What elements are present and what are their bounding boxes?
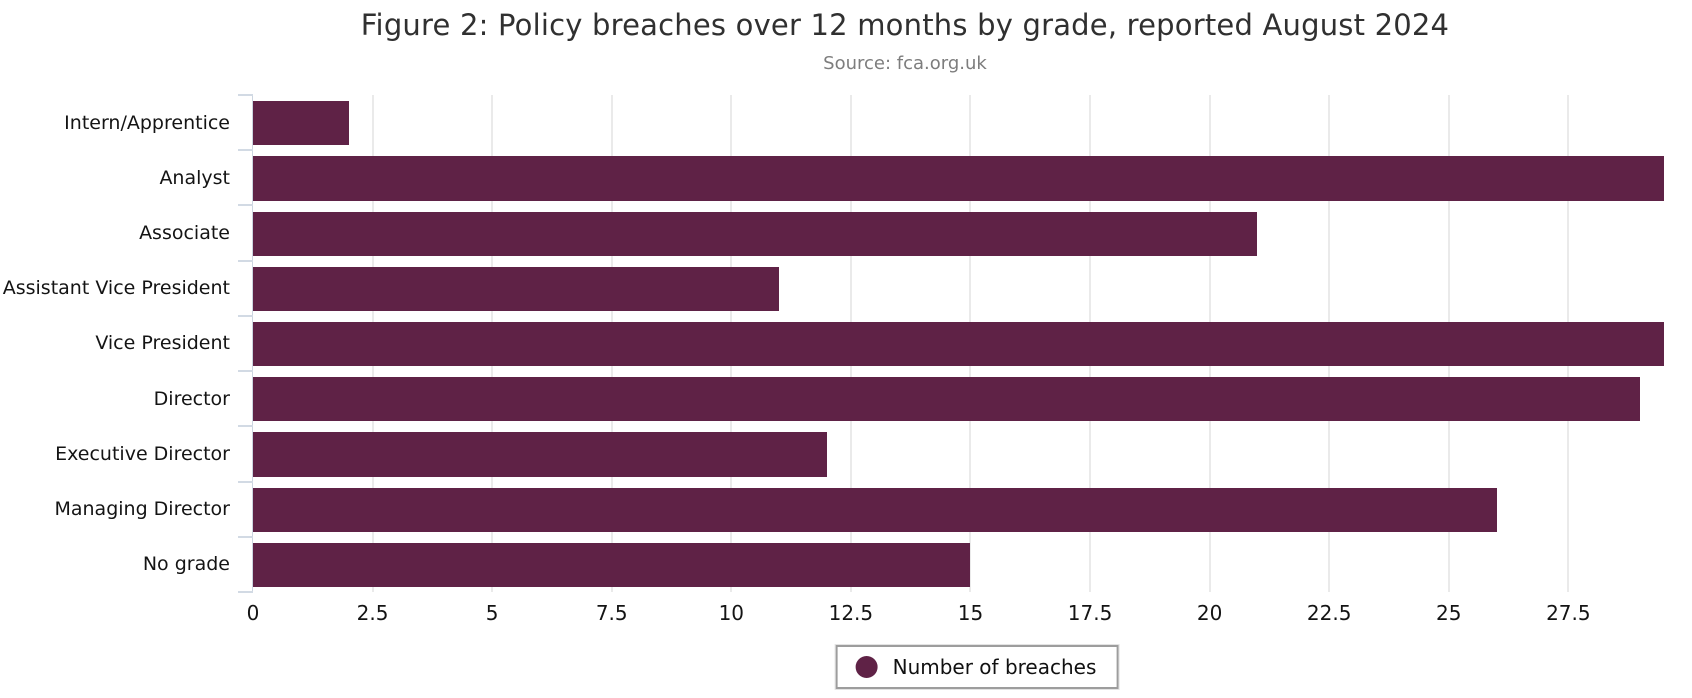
- y-axis-labels: Intern/Apprentice Analyst Associate Assista…: [0, 95, 230, 592]
- x-tick-label: 20: [1196, 601, 1223, 625]
- y-axis-tick: [238, 314, 253, 317]
- x-tick-label: 5: [485, 601, 499, 625]
- y-tick-label: Director: [153, 387, 230, 410]
- x-tick-label: 22.5: [1306, 601, 1352, 625]
- bar: [253, 322, 1664, 367]
- y-tick-label: No grade: [142, 553, 230, 576]
- bar: [253, 432, 827, 477]
- legend-label: Number of breaches: [892, 655, 1097, 679]
- y-tick-label: Managing Director: [54, 498, 230, 521]
- bar: [253, 101, 349, 146]
- y-axis-tick: [238, 591, 253, 593]
- plot-area: [253, 95, 1664, 592]
- bar: [253, 211, 1258, 256]
- y-tick-label: Assistant Vice President: [2, 277, 230, 300]
- bar: [253, 266, 780, 311]
- y-axis-tick: [238, 370, 253, 373]
- bar: [253, 487, 1497, 532]
- y-axis: [238, 94, 253, 593]
- bar: [253, 542, 971, 588]
- x-tick-label: 7.5: [595, 601, 628, 625]
- y-axis-tick: [238, 94, 253, 96]
- y-tick-label: Vice President: [95, 332, 230, 355]
- x-axis-tick-labels: 0 2.5 5 7.5 10 12.5 15 17.5 20 22.5 25 27.5: [247, 601, 1664, 631]
- x-tick-label: 2.5: [356, 601, 389, 625]
- x-tick-label: 12.5: [828, 601, 874, 625]
- chart-subtitle: Source: fca.org.uk: [823, 53, 987, 74]
- y-tick-label: Intern/Apprentice: [64, 111, 230, 134]
- bar: [253, 156, 1664, 201]
- y-axis-tick: [238, 149, 253, 152]
- x-tick-label: 10: [718, 601, 745, 625]
- x-tick-label: 25: [1436, 601, 1462, 625]
- y-tick-label: Associate: [139, 222, 230, 245]
- x-tick-label: 15: [957, 601, 984, 625]
- y-axis-tick: [238, 204, 253, 207]
- x-tick-label: 0: [246, 601, 260, 625]
- y-tick-label: Analyst: [159, 166, 230, 189]
- y-axis-tick: [238, 425, 253, 428]
- chart-title: Figure 2: Policy breaches over 12 months…: [360, 8, 1450, 42]
- y-axis-tick: [238, 259, 253, 262]
- y-tick-label: Executive Director: [55, 442, 230, 465]
- y-axis-tick: [238, 480, 253, 483]
- y-axis-tick: [238, 535, 253, 538]
- legend-marker-icon: [855, 656, 878, 678]
- bar: [253, 377, 1641, 422]
- legend[interactable]: Number of breaches: [834, 644, 1120, 690]
- x-tick-label: 27.5: [1546, 601, 1591, 625]
- x-tick-label: 17.5: [1067, 601, 1113, 625]
